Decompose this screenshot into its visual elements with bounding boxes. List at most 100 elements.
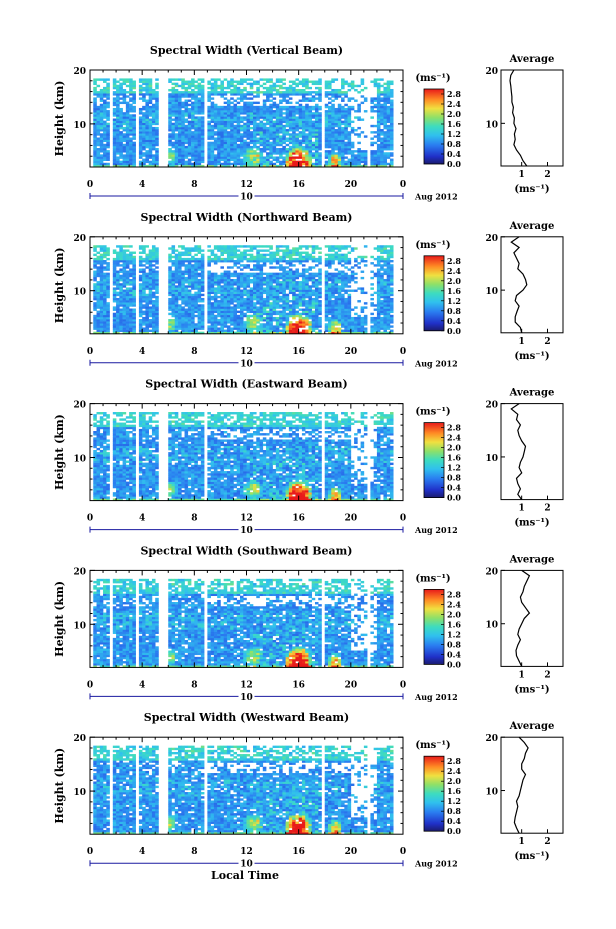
date-marker: 10	[240, 193, 253, 203]
heatmap-cell	[233, 287, 238, 290]
heatmap-cell	[269, 323, 273, 326]
heatmap-cell	[285, 260, 290, 263]
heatmap-cell	[230, 88, 234, 92]
heatmap-cell	[373, 97, 378, 100]
heatmap-cell	[331, 110, 335, 113]
heatmap-cell	[334, 114, 339, 117]
heatmap-cell	[383, 137, 387, 140]
heatmap-cell	[187, 141, 192, 145]
heatmap-cell	[112, 251, 117, 254]
heatmap-cell	[226, 135, 231, 138]
heatmap-cell	[138, 287, 143, 290]
heatmap-cell	[243, 266, 247, 269]
heatmap-cell	[171, 154, 176, 157]
heatmap-cell	[168, 160, 172, 164]
heatmap-cell	[256, 331, 260, 335]
heatmap-cell	[318, 131, 322, 134]
heatmap-cell	[305, 107, 309, 111]
heatmap-cell	[269, 272, 273, 276]
heatmap-cell	[112, 78, 117, 81]
heatmap-cell	[148, 120, 153, 124]
heatmap-cell	[210, 295, 215, 299]
heatmap-cell	[99, 93, 104, 96]
heatmap-cell	[210, 137, 215, 140]
heatmap-cell	[230, 126, 234, 130]
heatmap-cell	[129, 118, 133, 121]
heatmap-cell	[119, 107, 123, 111]
heatmap-cell	[129, 122, 133, 126]
heatmap-cell	[266, 327, 270, 330]
heatmap-cell	[132, 101, 136, 105]
heatmap-cell	[93, 245, 97, 248]
heatmap-cell	[125, 295, 130, 299]
heatmap-cell	[236, 93, 241, 96]
heatmap-cell	[138, 262, 143, 265]
heatmap-cell	[269, 164, 273, 168]
heatmap-cell	[236, 272, 241, 276]
heatmap-cell	[243, 131, 247, 134]
heatmap-cell	[119, 137, 123, 140]
heatmap-cell	[171, 325, 176, 328]
heatmap-cell	[93, 86, 97, 90]
heatmap-cell	[249, 131, 254, 134]
heatmap-cell	[279, 131, 283, 134]
heatmap-cell	[292, 91, 296, 94]
heatmap-cell	[119, 116, 123, 119]
heatmap-cell	[194, 266, 198, 269]
heatmap-cell	[106, 302, 110, 305]
heatmap-cell	[142, 158, 146, 161]
heatmap-cell	[259, 268, 264, 271]
heatmap-cell	[187, 107, 192, 111]
heatmap-cell	[246, 308, 251, 311]
heatmap-cell	[288, 162, 293, 166]
heatmap-cell	[246, 141, 251, 145]
heatmap-cell	[373, 82, 378, 86]
heatmap-cell	[191, 124, 195, 128]
heatmap-cell	[256, 260, 260, 263]
heatmap-cell	[220, 308, 224, 311]
heatmap-cell	[269, 78, 273, 81]
heatmap-cell	[184, 331, 189, 335]
heatmap-cell	[266, 152, 270, 155]
heatmap-cell	[272, 327, 277, 330]
heatmap-cell	[116, 310, 120, 314]
heatmap-cell	[132, 162, 136, 166]
heatmap-cell	[282, 251, 286, 254]
heatmap-cell	[383, 158, 387, 161]
heatmap-cell	[253, 118, 257, 121]
heatmap-cell	[282, 316, 286, 320]
heatmap-cell	[197, 97, 202, 100]
heatmap-cell	[174, 319, 179, 322]
heatmap-cell	[334, 145, 339, 149]
heatmap-cell	[269, 281, 273, 284]
heatmap-cell	[174, 141, 179, 145]
heatmap-cell	[116, 131, 120, 134]
heatmap-cell	[262, 110, 267, 113]
heatmap-cell	[262, 323, 267, 326]
heatmap-cell	[282, 118, 286, 121]
heatmap-cell	[308, 112, 313, 115]
heatmap-cell	[239, 150, 244, 153]
panel-0: Spectral Width (Vertical Beam)0 4 8 12 16 20 0…	[53, 44, 564, 203]
heatmap-cell	[380, 93, 384, 96]
heatmap-cell	[93, 327, 97, 330]
heatmap-cell	[96, 312, 101, 316]
heatmap-cell	[328, 162, 332, 166]
heatmap-cell	[386, 116, 391, 119]
heatmap-cell	[341, 93, 345, 96]
heatmap-cell	[311, 112, 316, 115]
heatmap-cell	[334, 154, 339, 157]
heatmap-cell	[200, 107, 205, 111]
heatmap-cell	[197, 274, 202, 278]
heatmap-cell	[328, 82, 332, 86]
heatmap-cell	[266, 141, 270, 145]
heatmap-cell	[112, 327, 117, 330]
heatmap-cell	[116, 86, 120, 90]
heatmap-cell	[262, 331, 267, 335]
heatmap-cell	[298, 139, 303, 142]
heatmap-cell	[151, 129, 156, 132]
heatmap-cell	[269, 304, 273, 307]
heatmap-cell	[132, 325, 136, 328]
heatmap-cell	[145, 150, 149, 153]
heatmap-cell	[308, 124, 313, 128]
